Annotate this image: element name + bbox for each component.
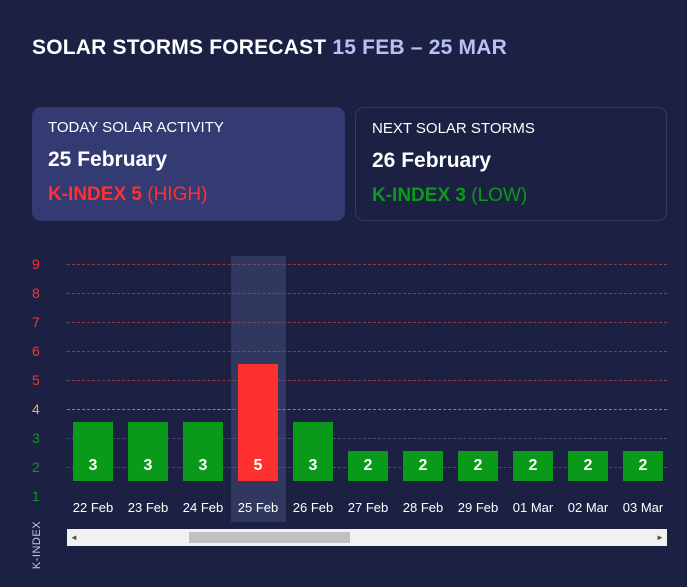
- next-storms-card: NEXT SOLAR STORMS 26 February K-INDEX 3 …: [355, 107, 667, 221]
- kindex-bar[interactable]: [458, 451, 498, 481]
- y-tick-label: 4: [32, 401, 40, 417]
- next-card-label: NEXT SOLAR STORMS: [372, 120, 535, 137]
- gridline: [67, 293, 667, 294]
- y-axis-label: K-INDEX: [31, 520, 43, 570]
- bar-value-label: 2: [418, 457, 428, 474]
- kindex-bar[interactable]: [73, 422, 113, 481]
- bar-value-label: 2: [473, 457, 483, 474]
- today-kindex: K-INDEX 5 (HIGH): [48, 184, 329, 206]
- x-tick-label: 26 Feb: [292, 500, 334, 515]
- x-tick-label: 24 Feb: [182, 500, 224, 515]
- bar-value-label: 3: [143, 457, 153, 474]
- gridline: [67, 264, 667, 265]
- x-tick-label: 02 Mar: [567, 500, 609, 515]
- y-tick-label: 3: [32, 430, 40, 446]
- scroll-right-arrow-icon[interactable]: ►: [656, 533, 664, 542]
- y-tick-label: 2: [32, 459, 40, 475]
- next-kindex: K-INDEX 3 (LOW): [372, 185, 650, 207]
- next-kindex-value: K-INDEX 3: [372, 185, 466, 206]
- kindex-bar[interactable]: [623, 451, 663, 481]
- kindex-bar[interactable]: [403, 451, 443, 481]
- kindex-bar[interactable]: [293, 422, 333, 481]
- bar-value-label: 5: [253, 457, 263, 474]
- bar-value-label: 3: [308, 457, 318, 474]
- gridline: [67, 409, 667, 410]
- scroll-left-arrow-icon[interactable]: ◄: [70, 533, 78, 542]
- x-tick-label: 29 Feb: [457, 500, 499, 515]
- bar-value-label: 3: [88, 457, 98, 474]
- kindex-bar[interactable]: [183, 422, 223, 481]
- today-activity-card: TODAY SOLAR ACTIVITY 25 February K-INDEX…: [32, 107, 345, 221]
- kindex-bar[interactable]: [238, 364, 278, 481]
- x-tick-label: 23 Feb: [127, 500, 169, 515]
- y-tick-label: 6: [32, 343, 40, 359]
- bar-value-label: 3: [198, 457, 208, 474]
- gridline: [67, 351, 667, 352]
- kindex-bar[interactable]: [568, 451, 608, 481]
- next-kindex-level: (LOW): [471, 185, 528, 206]
- x-tick-label: 01 Mar: [512, 500, 554, 515]
- bar-value-label: 2: [363, 457, 373, 474]
- title-text: SOLAR STORMS FORECAST: [32, 36, 327, 59]
- page-title: SOLAR STORMS FORECAST 15 FEB – 25 MAR: [32, 36, 507, 60]
- gridline: [67, 380, 667, 381]
- x-tick-label: 28 Feb: [402, 500, 444, 515]
- chart-horizontal-scrollbar[interactable]: ◄ ►: [67, 529, 667, 546]
- y-tick-label: 5: [32, 372, 40, 388]
- bar-value-label: 2: [638, 457, 648, 474]
- today-card-date: 25 February: [48, 148, 168, 171]
- kindex-bar[interactable]: [128, 422, 168, 481]
- bar-value-label: 2: [583, 457, 593, 474]
- y-tick-label: 1: [32, 488, 40, 504]
- x-tick-label: 22 Feb: [72, 500, 114, 515]
- kindex-bar[interactable]: [513, 451, 553, 481]
- y-tick-label: 9: [32, 256, 40, 272]
- today-kindex-level: (HIGH): [147, 184, 208, 205]
- kindex-bar-chart[interactable]: 3 22 Feb 3 23 Feb 3 24 Feb 5 25 Feb 3 26 Feb 2 27 F…: [67, 250, 667, 522]
- today-kindex-value: K-INDEX 5: [48, 184, 142, 205]
- x-tick-label: 03 Mar: [622, 500, 664, 515]
- gridline: [67, 322, 667, 323]
- gridline: [67, 438, 667, 439]
- y-tick-label: 8: [32, 285, 40, 301]
- x-tick-label: 25 Feb: [237, 500, 279, 515]
- y-tick-label: 7: [32, 314, 40, 330]
- scroll-thumb[interactable]: [189, 532, 350, 543]
- today-card-label: TODAY SOLAR ACTIVITY: [48, 119, 224, 136]
- next-card-date: 26 February: [372, 149, 492, 172]
- title-date-range: 15 FEB – 25 MAR: [332, 36, 507, 59]
- x-tick-label: 27 Feb: [347, 500, 389, 515]
- kindex-bar[interactable]: [348, 451, 388, 481]
- bar-value-label: 2: [528, 457, 538, 474]
